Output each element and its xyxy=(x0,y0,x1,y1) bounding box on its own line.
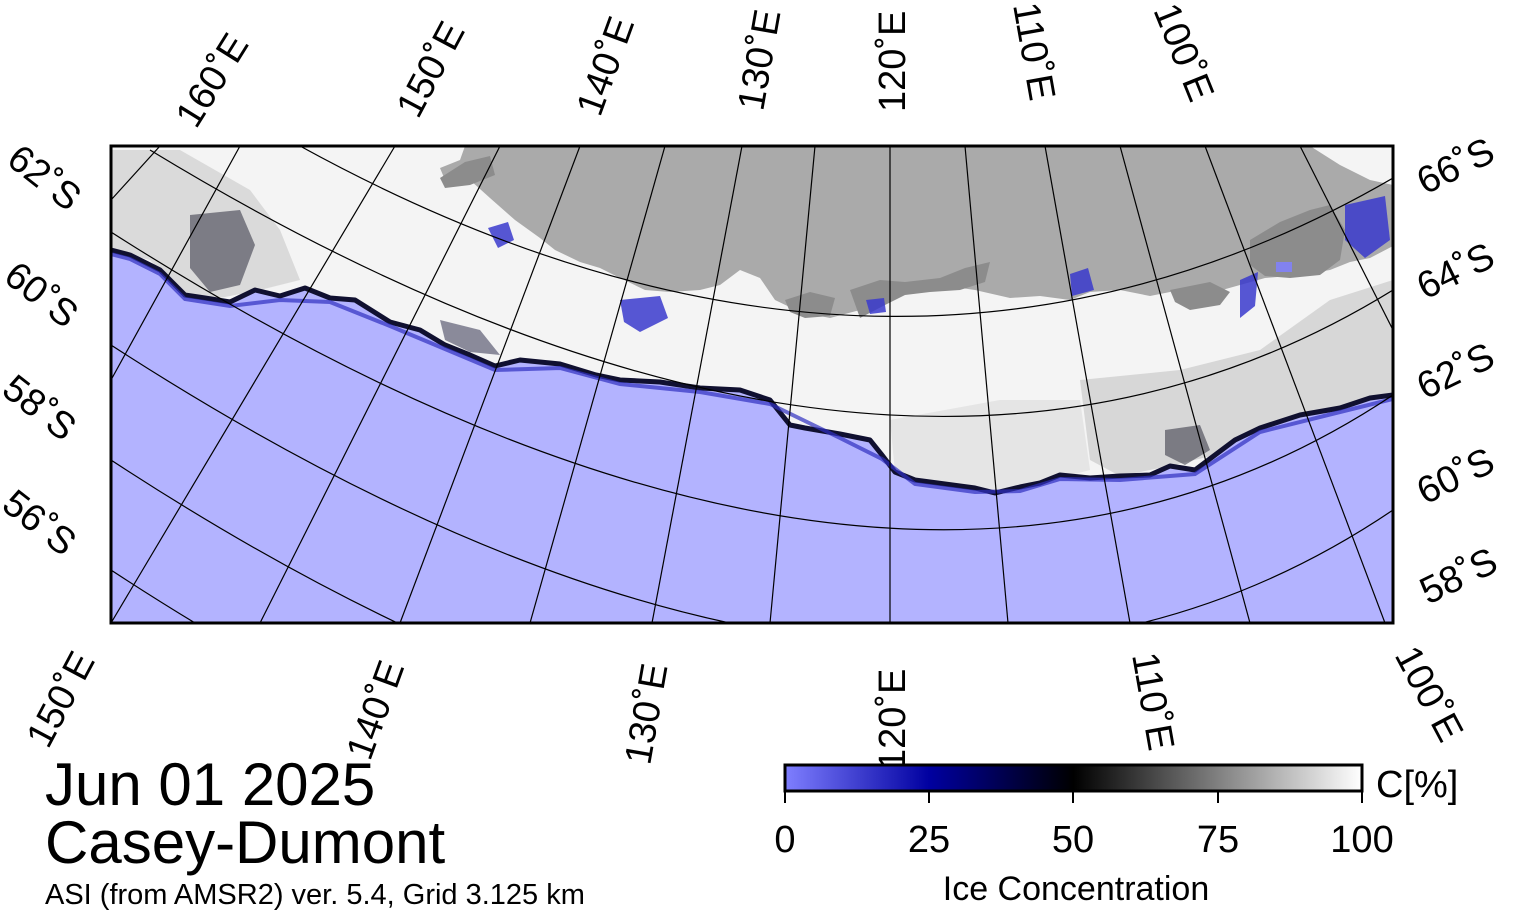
colorbar-unit: C[%] xyxy=(1376,764,1458,806)
lon-label-top: 130˚E xyxy=(731,6,790,113)
product-description: ASI (from AMSR2) ver. 5.4, Grid 3.125 km xyxy=(45,879,585,911)
map-frame xyxy=(109,144,1395,625)
region-title: Casey-Dumont xyxy=(45,809,446,876)
ice-patch-dark-mid xyxy=(440,320,500,355)
lon-label-bottom: 120˚E xyxy=(872,669,914,770)
colorbar-gradient xyxy=(783,763,1364,793)
lon-label-top: 150˚E xyxy=(389,15,474,124)
colorbar-tick-label: 75 xyxy=(1197,819,1239,861)
lon-label-top: 160˚E xyxy=(168,27,257,135)
ice-patch-dark-west xyxy=(190,210,255,292)
polynya-3 xyxy=(866,298,886,314)
colorbar-tick-label: 50 xyxy=(1052,819,1094,861)
graticule-latitudes xyxy=(111,146,1393,623)
polynya-6 xyxy=(1345,196,1390,258)
lon-label-top: 100˚E xyxy=(1145,0,1222,107)
lon-label-bottom: 110˚E xyxy=(1123,649,1181,753)
lon-label-bottom: 150˚E xyxy=(19,645,104,754)
lat-label-right: 62˚S xyxy=(1411,335,1502,408)
polynya-4 xyxy=(1070,268,1094,296)
lat-label-left: 60˚S xyxy=(0,254,86,337)
lon-label-top: 120˚E xyxy=(872,11,914,112)
lon-label-bottom: 140˚E xyxy=(339,655,413,765)
lon-label-bottom: 130˚E xyxy=(618,660,677,767)
polynya-2 xyxy=(620,296,668,332)
ice-texture-central xyxy=(890,400,1090,493)
land-shelf-ice-far xyxy=(1170,282,1230,310)
ice-texture-east xyxy=(1080,280,1393,476)
left-latitude-labels: 62˚S 60˚S 58˚S 56˚S xyxy=(0,137,89,565)
land-shelf-ice-east xyxy=(1250,205,1345,278)
lon-label-bottom: 100˚E xyxy=(1386,640,1471,749)
lat-label-right: 66˚S xyxy=(1411,130,1502,203)
lat-label-right: 60˚S xyxy=(1411,440,1502,513)
polynya-7 xyxy=(1276,262,1292,272)
colorbar-tick-label: 0 xyxy=(774,819,795,861)
lat-label-left: 62˚S xyxy=(0,137,89,220)
ice-edge-blue xyxy=(111,252,1393,495)
colorbar-tick-label: 100 xyxy=(1330,819,1393,861)
lon-label-top: 110˚E xyxy=(1004,0,1062,104)
colorbar-title: Ice Concentration xyxy=(943,870,1210,908)
colorbar-tick-label: 25 xyxy=(908,819,950,861)
lat-label-right: 64˚S xyxy=(1411,235,1502,308)
polynya-5 xyxy=(1240,272,1258,318)
right-latitude-labels: 66˚S 64˚S 62˚S 60˚S 58˚S xyxy=(1411,130,1505,613)
lat-label-left: 56˚S xyxy=(0,482,84,565)
ice-edge-dark xyxy=(111,247,1393,496)
lat-label-left: 58˚S xyxy=(0,367,84,450)
lon-label-top: 140˚E xyxy=(569,11,643,121)
date-title: Jun 01 2025 xyxy=(45,751,376,818)
top-longitude-labels: 160˚E 150˚E 140˚E 130˚E 120˚E 110˚E 100˚… xyxy=(168,0,1222,135)
lat-label-right: 58˚S xyxy=(1414,540,1505,613)
land-shelf-ice xyxy=(850,262,990,318)
land-shelf-ice-west xyxy=(440,156,495,188)
graticule-meridians xyxy=(111,146,1393,623)
colorbar: 0 25 50 75 100 C[%] Ice Concentration xyxy=(774,763,1458,908)
colorbar-ticks xyxy=(784,791,1363,803)
